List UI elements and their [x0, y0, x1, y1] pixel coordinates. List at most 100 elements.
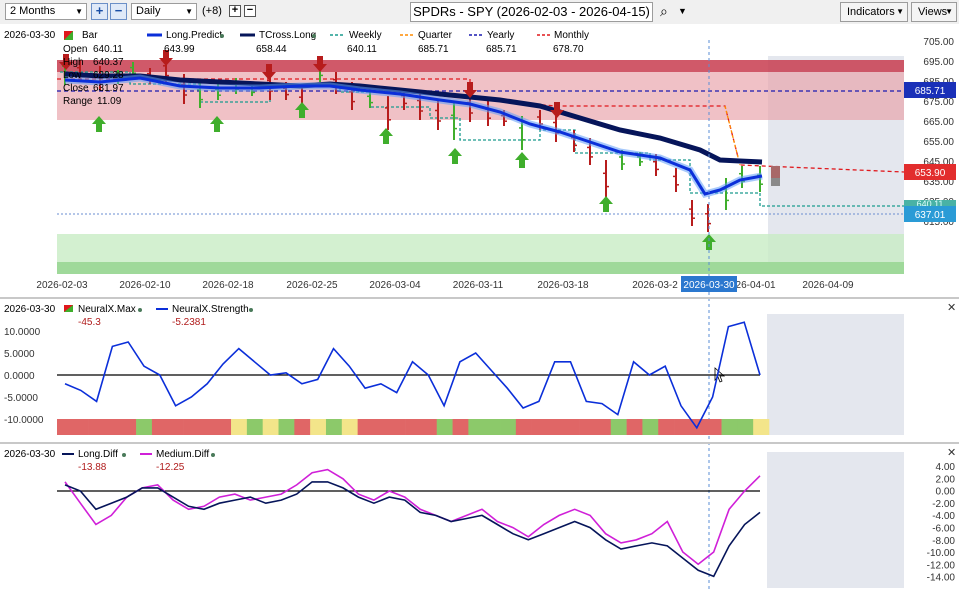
medium-diff-value: -12.25 [156, 462, 185, 473]
neural-max-cell [246, 419, 263, 435]
dot-icon [312, 34, 316, 38]
sell-arrow-icon [59, 54, 73, 70]
legend-long-predict: Long.Predict [166, 30, 222, 41]
sell-arrow-icon [550, 102, 564, 118]
neural-max-cell [547, 419, 564, 435]
y-tick-label: 705.00 [923, 37, 954, 48]
views-button[interactable]: Views ▼ [911, 2, 957, 22]
yearly-price-tag [904, 82, 956, 98]
x-tick-label: 2026-03-04 [369, 280, 421, 291]
support-zone-lower [57, 262, 904, 274]
main-x-axis: 2026-02-03 2026-02-10 2026-02-18 2026-02-25… [36, 280, 854, 291]
y-tick-label: -5.0000 [4, 393, 38, 404]
buy-arrow-icon [448, 148, 462, 164]
views-label: Views [918, 6, 948, 18]
weekly-price-tag [904, 206, 956, 222]
y-tick-label: 675.00 [923, 97, 954, 108]
long-diff-label: Long.Diff [78, 449, 118, 460]
panel-separator[interactable] [0, 442, 959, 444]
sell-arrow-icon [313, 56, 327, 72]
period-dropdown[interactable]: 2 Months ▼ [5, 3, 87, 20]
neural-max-cell [705, 419, 722, 435]
legend-weekly: Weekly [349, 30, 382, 41]
neural-panel[interactable]: 2026-03-30 NeuralX.Max -45.3 NeuralX.Str… [4, 302, 956, 435]
y-tick-label: 615.00 [923, 217, 954, 228]
indicators-label: Indicators [847, 6, 895, 18]
legend-bar: Bar [82, 30, 98, 41]
long-diff-value: -13.88 [78, 462, 107, 473]
close-icon[interactable]: ✕ [947, 447, 956, 459]
neural-max-cell [658, 419, 675, 435]
neural-max-cell [389, 419, 406, 435]
close-icon[interactable]: ✕ [947, 302, 956, 314]
neural-max-cell [674, 419, 691, 435]
y-tick-label: -14.00 [927, 573, 956, 584]
long-diff-line [64, 481, 761, 578]
offset-label: (+8) [202, 5, 222, 17]
ohlc-range-label: Range [63, 96, 93, 107]
ohlc-high-label: High [63, 57, 84, 68]
neural-max-cell [484, 419, 501, 435]
neural-max-cell [436, 419, 453, 435]
dot-icon [249, 308, 253, 312]
legend-quarter-value: 685.71 [418, 44, 449, 55]
diff-panel[interactable]: 2026-03-30 Long.Diff -13.88 Medium.Diff … [4, 447, 956, 588]
y-tick-label: -2.00 [932, 499, 955, 510]
offset-plus-button[interactable]: + [229, 5, 241, 17]
ohlc-readout: Open 640.11 High 640.37 Low 629.28 Close… [63, 44, 124, 107]
legend-yearly-value: 685.71 [486, 44, 517, 55]
chevron-down-icon: ▼ [945, 7, 953, 16]
interval-dropdown[interactable]: Daily ▼ [131, 3, 197, 20]
legend-yearly: Yearly [487, 30, 514, 41]
dot-icon [220, 34, 224, 38]
neural-max-cell [468, 419, 485, 435]
neural-max-cell [721, 419, 738, 435]
neural-max-cell [737, 419, 754, 435]
chart-area[interactable]: 2026-03-30 Bar Long.Predict 643.99 TCros… [0, 24, 959, 590]
future-region [767, 314, 904, 435]
zoom-out-button[interactable]: − [110, 3, 127, 20]
dot-icon [138, 308, 142, 312]
neural-max-cell [594, 419, 612, 435]
indicators-button[interactable]: Indicators ▼ [840, 2, 908, 22]
neural-max-cell [310, 419, 327, 435]
neural-max-cell [167, 419, 184, 435]
neural-max-cell [136, 419, 153, 435]
symbol-title[interactable]: SPDRs - SPY (2026-02-03 - 2026-04-15) [410, 2, 653, 22]
diff-y-axis: 4.002.000.00-2.00-4.00-6.00-8.00-10.00-1… [927, 462, 956, 584]
ohlc-open: 640.11 [93, 44, 123, 55]
buy-arrow-icon [92, 116, 106, 132]
main-price-panel[interactable]: 2026-03-30 Bar Long.Predict 643.99 TCros… [0, 24, 959, 590]
neural-max-cell [294, 419, 311, 435]
neural-max-cell [626, 419, 643, 435]
neural-max-strip [57, 419, 770, 435]
zoom-in-button[interactable]: + [91, 3, 108, 20]
monthly-price-tag-text: 653.90 [915, 168, 946, 179]
title-menu-arrow-icon[interactable]: ▼ [678, 6, 687, 16]
cursor-date-tag-text: 2026-03-30 [683, 280, 735, 291]
ohlc-low: 629.28 [93, 70, 124, 81]
neural-max-cell [500, 419, 517, 435]
projected-bar-top [771, 166, 780, 178]
legend-tcross: TCross.Long [259, 30, 316, 41]
x-tick-label: 2026-04-09 [802, 280, 854, 291]
panel-separator[interactable] [0, 297, 959, 299]
buy-arrow-icon [702, 234, 716, 250]
search-icon[interactable]: ⌕ [660, 3, 668, 19]
monthly-line [57, 78, 905, 173]
buy-arrow-icon [379, 128, 393, 144]
neural-max-cell [515, 419, 532, 435]
offset-minus-button[interactable]: − [244, 5, 256, 17]
monthly-price-tag [904, 164, 956, 180]
dot-icon [211, 453, 215, 457]
y-tick-label: 695.00 [923, 57, 954, 68]
interval-value: Daily [136, 5, 161, 17]
neural-max-cell [57, 419, 74, 435]
x-tick-label: 2026-04-01 [724, 280, 776, 291]
weekly-line [60, 71, 904, 207]
chevron-down-icon: ▼ [75, 7, 83, 16]
neural-max-cell [420, 419, 438, 435]
neural-max-cell [579, 419, 596, 435]
legend-monthly-value: 678.70 [553, 44, 584, 55]
neural-max-cell [357, 419, 374, 435]
